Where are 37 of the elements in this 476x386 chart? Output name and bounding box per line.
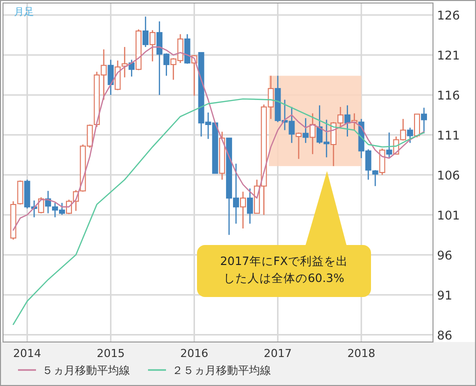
x-tick-label: 2014 bbox=[13, 347, 42, 360]
y-tick-label: 96 bbox=[437, 248, 452, 262]
candlestick bbox=[310, 112, 316, 155]
y-tick-label: 91 bbox=[437, 288, 452, 302]
candlestick bbox=[240, 191, 246, 230]
y-tick-label: 111 bbox=[437, 128, 460, 142]
candlestick bbox=[184, 34, 190, 64]
candlestick bbox=[379, 148, 386, 176]
candlestick bbox=[114, 60, 121, 91]
legend-label: ５ヵ月移動平均線 bbox=[42, 364, 130, 377]
candlestick bbox=[142, 16, 149, 48]
y-tick-label: 106 bbox=[437, 168, 460, 182]
candlestick bbox=[17, 180, 24, 206]
x-tick-label: 2018 bbox=[347, 347, 376, 360]
candlestick bbox=[128, 59, 135, 78]
candlestick bbox=[246, 188, 253, 224]
candlestick bbox=[149, 30, 156, 62]
candlestick bbox=[344, 104, 350, 138]
candlestick bbox=[420, 107, 427, 134]
annotation: 月足 bbox=[14, 7, 34, 18]
y-tick-label: 126 bbox=[437, 8, 460, 22]
candlestick bbox=[372, 170, 378, 187]
candlestick bbox=[407, 127, 414, 144]
x-tick-label: 2015 bbox=[96, 347, 125, 360]
candlestick bbox=[108, 59, 114, 96]
y-tick-label: 121 bbox=[437, 48, 460, 62]
candlestick bbox=[414, 114, 420, 138]
annotation: 2017年にFXで利益を出した人は全体の60.3% bbox=[219, 253, 349, 287]
x-tick-label: 2016 bbox=[180, 347, 208, 360]
y-tick-label: 116 bbox=[437, 88, 460, 102]
x-tick-label: 2017 bbox=[264, 347, 292, 360]
candlestick bbox=[296, 132, 302, 160]
legend-label: ２５ヵ月移動平均線 bbox=[172, 364, 271, 377]
y-tick-label: 86 bbox=[437, 328, 452, 342]
y-tick-label: 101 bbox=[437, 208, 460, 222]
candlestick bbox=[302, 118, 309, 144]
candlestick bbox=[386, 132, 392, 158]
